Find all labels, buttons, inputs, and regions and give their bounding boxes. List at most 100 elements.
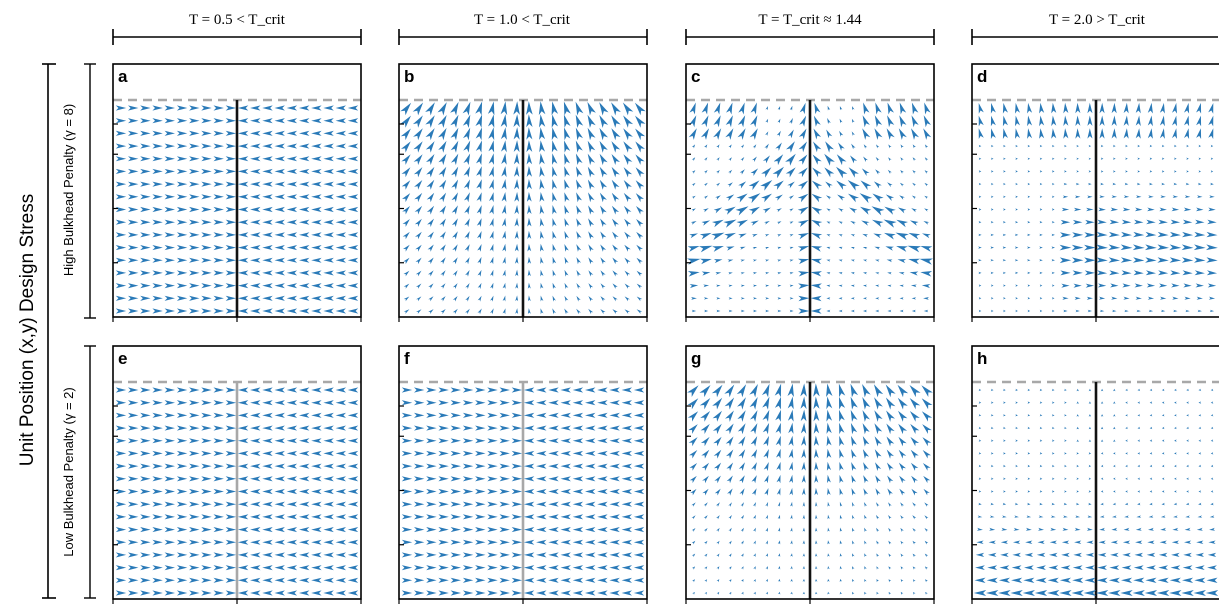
stress-arrow [426,387,436,392]
stress-arrow [128,296,138,301]
stress-arrow [1084,578,1095,583]
stress-arrow [1073,565,1083,570]
stress-arrow [250,232,260,237]
stress-arrow [402,451,412,456]
stress-arrow [1052,452,1055,454]
stress-arrow [526,114,532,127]
stress-arrow [725,411,734,422]
stress-arrow [573,514,583,519]
stress-arrow [128,283,138,288]
stress-arrow [403,258,409,264]
stress-arrow [813,383,820,396]
stress-arrow [262,514,272,519]
stress-arrow [925,541,929,545]
stress-arrow [402,206,410,215]
stress-arrow [597,565,607,570]
stress-arrow [177,413,187,418]
stress-arrow [976,553,984,557]
stress-arrow [1211,478,1214,480]
stress-arrow [1052,183,1055,185]
stress-arrow [287,118,297,123]
stress-arrow [536,387,546,392]
stress-arrow [1113,503,1116,505]
stress-arrow [226,476,236,481]
stress-arrow [140,451,150,456]
stress-arrow [839,297,843,299]
stress-arrow [725,398,735,410]
stress-arrow [452,218,458,227]
stress-arrow [1183,283,1191,287]
stress-arrow [214,169,224,174]
stress-arrow [475,489,485,494]
stress-arrow [165,552,175,557]
stress-arrow [238,527,248,532]
stress-arrow [275,527,285,532]
stress-arrow [426,552,436,557]
stress-arrow [553,296,556,302]
stress-arrow [1003,221,1006,223]
stress-arrow [766,566,768,570]
stress-arrow [585,514,595,519]
stress-arrow [323,400,333,405]
stress-arrow [798,233,809,239]
stress-arrow [177,131,187,136]
stress-arrow [250,438,260,443]
stress-arrow [201,232,211,237]
stress-arrow [1003,465,1006,467]
stress-arrow [116,232,126,237]
stress-arrow [1160,541,1167,545]
stress-arrow [536,438,546,443]
stress-arrow [775,143,782,151]
stress-arrow [1073,270,1083,275]
stress-arrow [488,101,495,115]
stress-arrow [786,167,796,177]
stress-arrow [699,385,710,397]
stress-arrow [636,193,644,202]
stress-arrow [400,103,411,116]
stress-arrow [702,476,709,483]
stress-arrow [1209,528,1215,531]
stress-arrow [426,527,436,532]
stress-arrow [402,540,412,545]
stress-arrow [128,245,138,250]
stress-arrow [979,103,984,114]
stress-arrow [165,245,175,250]
stress-arrow [889,579,892,582]
stress-arrow [451,413,461,418]
stress-arrow [275,245,285,250]
stress-arrow [1040,183,1043,185]
stress-arrow [839,462,843,471]
stress-arrow [1174,414,1177,416]
stress-arrow [140,540,150,545]
stress-arrow [1052,389,1055,391]
stress-arrow [311,502,321,507]
stress-arrow [1075,528,1081,531]
panel-b: b [399,64,647,322]
stress-arrow [753,310,757,312]
stress-arrow [564,205,569,215]
stress-arrow [500,426,510,431]
stress-arrow [438,128,447,140]
stress-arrow [798,168,808,178]
stress-arrow [214,514,224,519]
stress-arrow [1199,158,1202,160]
stress-arrow [552,166,557,177]
stress-arrow [1096,590,1108,596]
stress-arrow [1113,465,1116,467]
stress-arrow [1111,208,1119,212]
stress-arrow [214,578,224,583]
stress-arrow [738,436,745,446]
stress-arrow [177,105,187,110]
stress-arrow [539,140,545,152]
stress-arrow [201,489,211,494]
stress-arrow [1199,427,1202,429]
stress-arrow [1003,170,1006,172]
stress-arrow [1211,145,1214,147]
stress-arrow [515,295,518,301]
stress-arrow [925,579,928,582]
stress-arrow [463,590,473,595]
stress-arrow [502,205,507,215]
stress-arrow [979,158,982,160]
stress-arrow [238,464,248,469]
stress-arrow [1113,478,1116,480]
